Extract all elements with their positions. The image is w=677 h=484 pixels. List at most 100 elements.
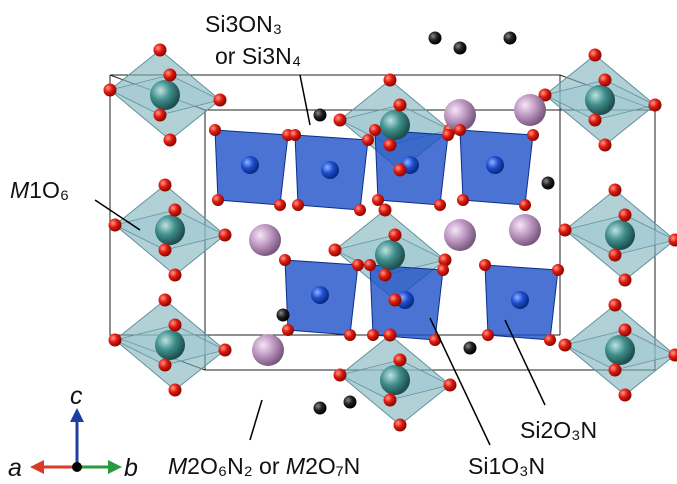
axis-c: c (70, 382, 83, 410)
si-atom (311, 286, 329, 304)
oxygen-atom (454, 124, 466, 136)
axis-a: a (8, 454, 22, 482)
structure (104, 32, 677, 432)
oxygen-atom (619, 209, 632, 222)
nitrogen-atom (464, 342, 477, 355)
oxygen-atom (212, 194, 224, 206)
oxygen-atom (434, 199, 446, 211)
oxygen-atom (164, 69, 177, 82)
metal2-atom (509, 214, 541, 246)
oxygen-atom (599, 139, 612, 152)
oxygen-atom (437, 264, 449, 276)
oxygen-atom (352, 259, 364, 271)
oxygen-atom (482, 329, 494, 341)
m2-part: 2O₇N (305, 453, 360, 479)
oxygen-atom (619, 389, 632, 402)
oxygen-atom (292, 199, 304, 211)
metal-atom (380, 365, 410, 395)
m2-label: M2O₆N₂ or M2O₇N (168, 453, 360, 479)
metal2-atom (249, 224, 281, 256)
oxygen-atom (154, 44, 167, 57)
oxygen-atom (334, 114, 347, 127)
oxygen-atom (589, 114, 602, 127)
oxygen-atom (219, 344, 232, 357)
oxygen-atom (209, 124, 221, 136)
nitrogen-atom (429, 32, 442, 45)
oxygen-atom (334, 369, 347, 382)
oxygen-atom (159, 359, 172, 372)
oxygen-atom (274, 199, 286, 211)
oxygen-atom (344, 329, 356, 341)
m2-part: M (286, 453, 306, 479)
oxygen-atom (527, 129, 539, 141)
oxygen-atom (479, 259, 491, 271)
oxygen-atom (169, 204, 182, 217)
nitrogen-atom (454, 42, 467, 55)
oxygen-atom (159, 244, 172, 257)
oxygen-atom (384, 139, 397, 152)
oxygen-atom (394, 164, 407, 177)
si-atom (486, 156, 504, 174)
m2-part: M (168, 453, 188, 479)
metal-atom (605, 220, 635, 250)
oxygen-atom (109, 334, 122, 347)
oxygen-atom (282, 324, 294, 336)
m1-part: 1O₆ (29, 177, 69, 203)
oxygen-atom (154, 109, 167, 122)
oxygen-atom (364, 259, 376, 271)
si-atom (511, 291, 529, 309)
oxygen-atom (289, 129, 301, 141)
metal2-atom (444, 219, 476, 251)
nitrogen-atom (344, 396, 357, 409)
oxygen-atom (169, 269, 182, 282)
axis-b: b (124, 454, 138, 482)
oxygen-atom (104, 84, 117, 97)
oxygen-atom (519, 199, 531, 211)
metal-atom (605, 335, 635, 365)
m1-label: M1O₆ (10, 177, 69, 203)
nitrogen-atom (277, 309, 290, 322)
oxygen-atom (609, 299, 622, 312)
si3-label-1: Si3ON₃ (205, 11, 282, 37)
si1-label: Si1O₃N (468, 453, 545, 479)
oxygen-atom (354, 204, 366, 216)
crystal-figure: Si3ON₃ or Si3N₄ M1O₆ M2O₆N₂ or M2O₇N Si1… (0, 0, 677, 484)
axis-triad: c a b (8, 382, 138, 482)
oxygen-atom (367, 329, 379, 341)
metal-atom (150, 80, 180, 110)
metal-atom (155, 215, 185, 245)
oxygen-atom (169, 384, 182, 397)
oxygen-atom (379, 269, 392, 282)
nitrogen-atom (504, 32, 517, 45)
oxygen-atom (609, 364, 622, 377)
metal2-atom (514, 94, 546, 126)
oxygen-atom (394, 354, 407, 367)
oxygen-atom (389, 294, 402, 307)
nitrogen-atom (314, 402, 327, 415)
si2-label: Si2O₃N (520, 417, 597, 443)
oxygen-atom (619, 274, 632, 287)
m2-part: 2O₆N₂ or (187, 453, 286, 479)
oxygen-atom (369, 124, 381, 136)
oxygen-atom (279, 254, 291, 266)
metal-atom (375, 240, 405, 270)
si3-label-2: or Si3N₄ (215, 43, 301, 69)
oxygen-atom (589, 49, 602, 62)
oxygen-atom (552, 264, 564, 276)
si-atom (321, 161, 339, 179)
oxygen-atom (214, 94, 227, 107)
oxygen-atom (649, 99, 662, 112)
oxygen-atom (109, 219, 122, 232)
oxygen-atom (169, 319, 182, 332)
oxygen-atom (219, 229, 232, 242)
oxygen-atom (389, 229, 402, 242)
oxygen-atom (394, 419, 407, 432)
oxygen-atom (362, 134, 374, 146)
oxygen-atom (559, 339, 572, 352)
metal-atom (380, 110, 410, 140)
m1-part: M (10, 177, 30, 203)
oxygen-atom (329, 244, 342, 257)
si-atom (241, 156, 259, 174)
nitrogen-atom (542, 177, 555, 190)
oxygen-atom (544, 334, 556, 346)
